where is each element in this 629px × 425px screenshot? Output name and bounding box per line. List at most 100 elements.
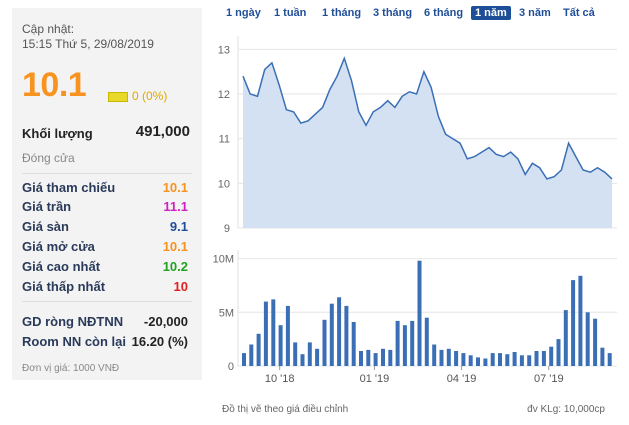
volume-bar <box>359 351 363 366</box>
volume-bar <box>388 349 393 366</box>
volume-bar <box>366 349 371 366</box>
volume-bar <box>293 342 298 366</box>
tab-1-day[interactable]: 1 ngày <box>226 7 261 19</box>
tab-1-week[interactable]: 1 tuần <box>274 7 307 19</box>
volume-bar <box>402 325 407 366</box>
volume-bar <box>410 320 415 366</box>
stat-row-foreign-room: Room NN còn lại 16.20 (%) <box>22 334 188 352</box>
update-label: Cập nhật: <box>22 22 75 36</box>
price-change: 0 (0%) <box>132 89 168 103</box>
x-tick-label: 04 '19 <box>447 373 477 385</box>
volume-bar <box>432 344 437 366</box>
stat-label: Giá trần <box>22 199 72 214</box>
volume-tick-label: 10M <box>213 254 234 266</box>
stat-label: Giá mở cửa <box>22 239 95 254</box>
tab-all[interactable]: Tất cả <box>563 7 595 19</box>
stat-label: Giá tham chiếu <box>22 180 116 195</box>
volume-bar <box>534 351 539 366</box>
stat-value: 10.2 <box>162 259 188 274</box>
x-tick-label: 07 '19 <box>534 373 564 385</box>
update-time: 15:15 Thứ 5, 29/08/2019 <box>22 37 154 51</box>
stat-row-high: Giá cao nhất 10.2 <box>22 259 188 277</box>
volume-bar <box>417 260 422 366</box>
volume-bar <box>571 280 576 366</box>
volume-bar <box>271 299 276 366</box>
x-tick-label: 10 '18 <box>265 373 295 385</box>
volume-bar <box>344 305 349 366</box>
price-tick-label: 9 <box>224 223 230 235</box>
volume-bar <box>563 310 568 366</box>
volume-bar <box>600 347 605 366</box>
volume-bar <box>476 357 480 366</box>
stat-label: Giá sàn <box>22 219 69 234</box>
volume-bar <box>242 353 246 366</box>
stat-row-foreign-net: GD ròng NĐTNN -20,000 <box>22 314 188 332</box>
volume-bar <box>249 344 254 366</box>
price-area <box>243 58 612 228</box>
stat-label: GD ròng NĐTNN <box>22 314 124 329</box>
tab-3-months[interactable]: 3 tháng <box>373 7 413 19</box>
volume-bar <box>439 349 444 366</box>
volume-bar <box>607 353 612 366</box>
volume-bar <box>527 355 532 366</box>
volume-bar <box>373 353 378 366</box>
stat-value: -20,000 <box>143 314 188 329</box>
volume-bar <box>329 303 334 366</box>
stat-row-low: Giá thấp nhất 10 <box>22 279 188 297</box>
volume-bar <box>483 358 488 366</box>
volume-bar <box>505 354 510 366</box>
stat-row-floor: Giá sàn 9.1 <box>22 219 188 237</box>
volume-bar <box>490 353 495 366</box>
tab-1-year[interactable]: 1 năm <box>471 6 511 20</box>
stat-label: Room NN còn lại <box>22 334 127 349</box>
tab-6-months[interactable]: 6 tháng <box>424 7 464 19</box>
price-tick-label: 10 <box>218 178 230 190</box>
volume-tick-label: 0 <box>228 361 234 373</box>
stat-row-ceiling: Giá trần 11.1 <box>22 199 188 217</box>
x-tick-label: 01 '19 <box>360 373 390 385</box>
volume-bar <box>519 355 524 366</box>
stock-summary-panel: Cập nhật: 15:15 Thứ 5, 29/08/2019 10.1 0… <box>12 8 202 380</box>
volume-bar <box>307 342 312 366</box>
volume-bar <box>498 353 502 366</box>
volume-bar <box>322 319 327 366</box>
tab-3-years[interactable]: 3 năm <box>519 7 551 19</box>
change-indicator-icon <box>108 92 128 102</box>
tab-1-month[interactable]: 1 tháng <box>322 7 362 19</box>
volume-bar <box>446 348 451 366</box>
volume-bar <box>461 353 466 366</box>
price-tick-label: 13 <box>218 44 230 56</box>
stat-value: 16.20 (%) <box>131 334 188 349</box>
volume-bar <box>278 325 283 366</box>
volume-bar <box>315 348 320 366</box>
price-line <box>242 56 613 180</box>
divider <box>22 301 192 302</box>
volume-bar <box>541 351 546 366</box>
stat-value: 10 <box>173 279 188 294</box>
price-unit-note: Đơn vị giá: 1000 VNĐ <box>22 363 120 374</box>
price-tick-label: 12 <box>218 89 230 101</box>
volume-bar <box>468 355 473 366</box>
volume-bar <box>381 348 385 366</box>
volume-bar <box>556 339 561 366</box>
volume-bar <box>585 312 590 366</box>
volume-bar <box>263 301 268 366</box>
volume-bar <box>256 333 261 366</box>
volume-bar <box>424 317 429 366</box>
chart-svg: 9 10 11 12 13 0 5M 10M 10 '18 01 '19 04 '19 07 '19 <box>213 36 617 385</box>
current-price: 10.1 <box>22 66 87 104</box>
volume-bar <box>578 275 583 366</box>
stock-chart: 9 10 11 12 13 0 5M 10M 10 '18 01 '19 04 '19 07 '19 <box>205 28 625 398</box>
volume-bar <box>337 297 342 366</box>
volume-value: 491,000 <box>135 123 190 140</box>
chart-footer-note: Đồ thị vẽ theo giá điều chỉnh <box>222 404 349 415</box>
divider <box>22 173 192 174</box>
volume-label: Khối lượng <box>22 126 93 141</box>
stat-value: 9.1 <box>169 219 188 234</box>
volume-unit-note: đv KLg: 10,000cp <box>527 404 605 415</box>
volume-bar <box>549 346 554 366</box>
stat-label: Giá cao nhất <box>22 259 101 274</box>
volume-bar <box>285 305 290 366</box>
stat-value: 10.1 <box>162 239 188 254</box>
stat-row-open: Giá mở cửa 10.1 <box>22 239 188 257</box>
